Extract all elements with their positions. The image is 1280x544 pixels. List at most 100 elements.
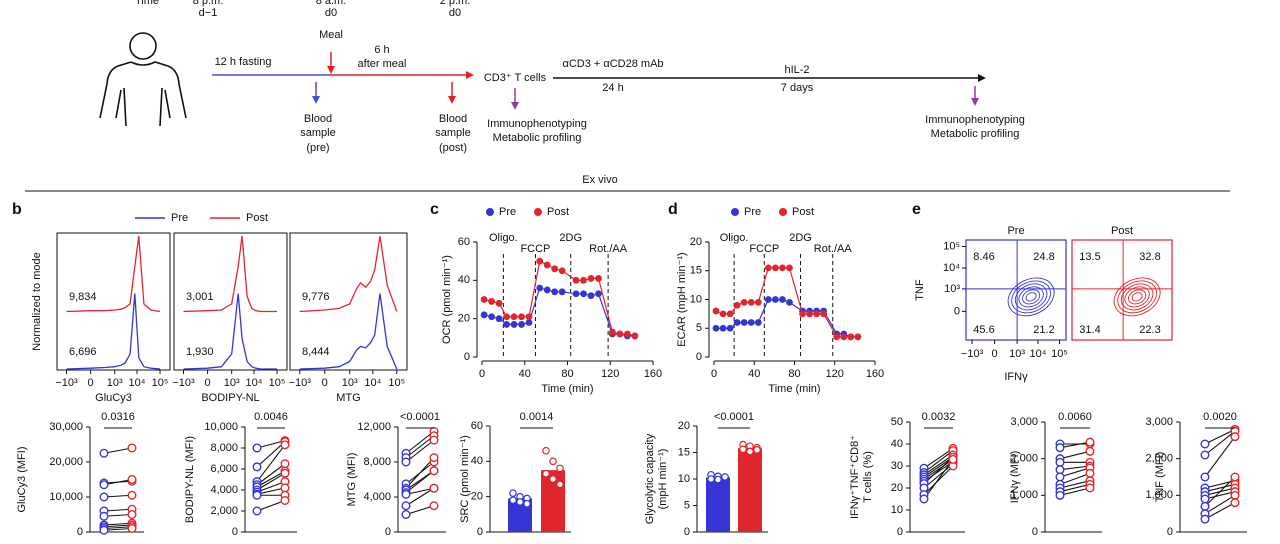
pair-link <box>1204 502 1236 520</box>
data-point <box>523 499 531 508</box>
plot-frame <box>289 232 408 371</box>
data-point <box>429 435 439 445</box>
data-point <box>518 313 525 321</box>
pair-link <box>1059 465 1091 471</box>
timeline-label: d−1 <box>199 7 218 19</box>
data-point <box>1200 494 1210 504</box>
histogram-label: 8,444 <box>302 346 330 358</box>
y-tick-label: 50 <box>891 416 903 428</box>
pair-link <box>405 487 435 495</box>
x-tick-label: 0 <box>479 368 485 380</box>
x-tick-label: 10⁵ <box>152 377 169 389</box>
data-point <box>127 510 137 520</box>
x-tick-label: 10⁴ <box>364 377 381 389</box>
histogram-curve <box>66 293 161 370</box>
y-axis-label: Normalized to mode <box>31 252 43 350</box>
histogram-label: 3,001 <box>186 291 214 303</box>
y-axis-label: SRC (pmol min⁻¹) <box>459 435 471 523</box>
data-point <box>551 265 559 273</box>
data-point <box>127 490 137 500</box>
pair-link <box>1204 430 1236 456</box>
y-tick-label: 40 <box>891 438 903 450</box>
histogram-label: 9,776 <box>302 291 330 303</box>
event-label: Rot./AA <box>814 243 853 255</box>
contour <box>1124 286 1150 308</box>
pair-link <box>923 463 954 489</box>
data-point <box>779 264 786 272</box>
data-point <box>549 457 557 466</box>
contour <box>1007 277 1055 317</box>
bar <box>706 477 730 532</box>
pair-link <box>103 478 133 486</box>
data-point <box>280 468 290 478</box>
legend-marker <box>486 208 494 216</box>
y-tick-label: 6,000 <box>210 463 238 475</box>
event-label: 2DG <box>789 232 812 244</box>
y-axis-label: IFNγ⁺TNF⁺CD8⁺ <box>849 435 861 519</box>
pair-link <box>923 447 954 469</box>
y-axis-label: MTG (MFI) <box>346 453 358 507</box>
data-point <box>595 290 602 298</box>
panel-label: b <box>12 201 22 218</box>
y-axis-label: T cells (%) <box>862 451 874 503</box>
data-point <box>280 496 290 506</box>
data-point <box>616 330 624 338</box>
legend-label: Pre <box>499 206 516 218</box>
pair-link <box>103 526 133 530</box>
data-point <box>280 459 290 469</box>
data-point <box>127 524 137 534</box>
panel-label: d <box>668 201 678 218</box>
data-point <box>719 310 727 318</box>
contour <box>1113 277 1161 317</box>
pair-link <box>1204 428 1236 445</box>
timeline-label: hIL-2 <box>784 64 809 76</box>
data-point <box>558 288 566 296</box>
pair-link <box>1204 476 1236 507</box>
data-point <box>572 276 580 284</box>
pair-link <box>923 456 954 478</box>
data-point <box>1055 443 1065 453</box>
x-tick-label: 40 <box>519 368 531 380</box>
y-tick-label: 15 <box>678 446 690 458</box>
data-point <box>714 475 722 484</box>
data-point <box>764 296 772 303</box>
timeline-label: Ex vivo <box>582 174 617 186</box>
data-point <box>542 469 550 478</box>
p-value: <0.0001 <box>400 411 440 423</box>
data-point <box>480 296 488 303</box>
y-tick-label: 10,000 <box>204 421 238 433</box>
x-tick-label: 10³ <box>224 377 240 389</box>
x-axis-label: IFNγ <box>1004 371 1028 383</box>
y-tick-label: 0 <box>897 526 903 538</box>
data-point <box>525 319 533 326</box>
quadrant-value: 22.3 <box>1139 324 1160 336</box>
y-tick-label: 0 <box>464 351 470 363</box>
y-tick-label: 30,000 <box>49 421 83 433</box>
histogram-curve <box>183 236 277 313</box>
x-axis-label: BODIPY-NL <box>201 392 259 404</box>
pair-link <box>103 522 133 526</box>
y-tick-label: 1,000 <box>1010 489 1038 501</box>
y-tick-label: 30 <box>891 460 903 472</box>
pair-link <box>256 440 286 449</box>
data-point <box>595 275 602 282</box>
data-point <box>733 301 741 309</box>
data-point <box>549 475 557 483</box>
x-tick-label: 10³ <box>342 377 358 389</box>
x-tick-label: −10³ <box>289 377 312 389</box>
y-axis-label: Glycolytic capacity <box>644 433 656 524</box>
data-point <box>1085 446 1095 456</box>
data-point <box>753 446 761 454</box>
data-point <box>754 319 762 326</box>
data-point <box>1200 501 1210 511</box>
event-label: 2DG <box>559 232 582 244</box>
y-tick-label: 0 <box>385 526 391 538</box>
contour <box>1011 280 1051 314</box>
pair-link <box>1059 487 1091 496</box>
data-point <box>401 489 411 499</box>
data-point <box>518 321 525 328</box>
data-point <box>495 315 503 323</box>
x-tick-label: 10⁴ <box>129 377 146 389</box>
timeline-label: Meal <box>319 29 343 41</box>
